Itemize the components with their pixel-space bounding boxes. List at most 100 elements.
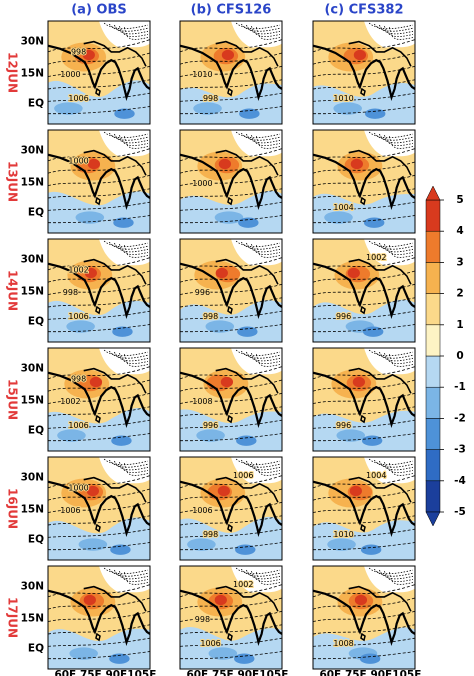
lat-tick-label: 15N xyxy=(21,177,44,189)
negative-anomaly xyxy=(364,217,385,228)
positive-anomaly xyxy=(87,158,101,170)
pressure-contour xyxy=(48,271,150,282)
lon-tick-label: 60E xyxy=(186,669,208,676)
colorbar-tick-label: 0 xyxy=(456,350,463,362)
dotted-contour xyxy=(390,572,413,584)
pressure-contour xyxy=(313,80,415,89)
dotted-contour xyxy=(379,461,413,470)
pressure-contour xyxy=(313,271,415,282)
pressure-contour xyxy=(180,598,282,609)
positive-anomaly xyxy=(220,376,234,388)
negative-anomaly xyxy=(313,410,415,451)
coastline xyxy=(361,307,365,313)
lat-tick-label: EQ xyxy=(28,97,44,109)
negative-anomaly xyxy=(69,647,98,660)
negative-anomaly xyxy=(362,326,384,337)
column-title: (c) CFS382 xyxy=(324,3,403,18)
positive-anomaly xyxy=(349,485,362,497)
negative-anomaly xyxy=(187,538,216,551)
pressure-contour xyxy=(313,324,415,331)
pressure-contour xyxy=(180,162,282,173)
lat-tick-label: 30N xyxy=(21,254,44,266)
lon-tick-label: 90E xyxy=(370,669,392,676)
contour-label: 1006 xyxy=(68,312,88,321)
pressure-contour xyxy=(180,380,282,391)
contour-label: 998 xyxy=(195,615,210,624)
lon-tick-label: 105E xyxy=(392,669,421,676)
pressure-contour xyxy=(313,420,415,428)
negative-anomaly xyxy=(57,429,86,442)
pressure-contour xyxy=(313,529,415,537)
dotted-contour xyxy=(257,463,280,475)
column-title: (a) OBS xyxy=(71,3,127,18)
row-label: 16JUN xyxy=(6,488,20,529)
row-label: 17JUN xyxy=(6,597,20,638)
contour-label: 996 xyxy=(195,288,210,297)
contour-label: 1006 xyxy=(68,94,88,103)
coastline xyxy=(96,307,100,313)
map-field xyxy=(313,348,415,451)
pressure-contour xyxy=(48,476,150,488)
dotted-contour xyxy=(236,459,280,465)
dotted-contour xyxy=(379,352,413,361)
dotted-contour xyxy=(125,27,148,39)
dotted-contour xyxy=(390,463,413,475)
coastline xyxy=(313,46,415,98)
coastline xyxy=(180,591,282,643)
map-panel xyxy=(313,239,415,342)
pressure-contour xyxy=(180,202,282,210)
map-panel xyxy=(48,566,150,669)
contour-label: 996 xyxy=(336,421,351,430)
contour-label: 1010 xyxy=(333,94,353,103)
lat-tick-label: 30N xyxy=(21,145,44,157)
lat-tick-label: 30N xyxy=(21,363,44,375)
negative-anomaly xyxy=(66,320,95,333)
map-field xyxy=(48,457,150,560)
lat-tick-label: 15N xyxy=(21,395,44,407)
dotted-contour xyxy=(257,354,280,366)
row-label: 13JUN xyxy=(6,161,20,202)
map-panel xyxy=(313,130,415,233)
colorbar-segment xyxy=(425,324,441,357)
coastline xyxy=(313,264,415,316)
negative-anomaly xyxy=(360,544,382,555)
panel-frame xyxy=(313,239,415,342)
lat-tick-label: 15N xyxy=(21,286,44,298)
panel-frame xyxy=(313,457,415,560)
dotted-contour xyxy=(374,460,413,467)
coastline xyxy=(228,198,232,204)
negative-anomaly xyxy=(238,217,259,228)
pressure-contour xyxy=(180,149,282,161)
positive-anomaly xyxy=(215,267,228,279)
pressure-contour xyxy=(180,367,282,379)
pressure-contour xyxy=(48,433,150,440)
colorbar-segment xyxy=(425,355,441,388)
map-field xyxy=(180,21,282,124)
positive-anomaly xyxy=(82,49,95,61)
lon-tick-label: 90E xyxy=(237,669,259,676)
pressure-contour xyxy=(180,542,282,549)
colorbar-tick-label: -4 xyxy=(454,475,466,487)
topography xyxy=(349,151,411,176)
pressure-contour xyxy=(180,258,282,270)
panel-frame xyxy=(313,130,415,233)
dotted-contour xyxy=(246,570,280,579)
map-panel xyxy=(180,130,282,233)
dotted-contour xyxy=(114,461,148,470)
colorbar-tick-label: -2 xyxy=(454,412,466,424)
dotted-contour xyxy=(104,459,148,465)
pressure-contour xyxy=(313,407,415,416)
contour-label: 1010 xyxy=(192,70,212,79)
topography xyxy=(216,42,278,67)
colorbar-tick-label: -3 xyxy=(454,444,466,456)
pressure-contour xyxy=(48,542,150,549)
dotted-contour xyxy=(246,243,280,252)
contour-label: 1006 xyxy=(192,506,212,515)
pressure-contour xyxy=(48,380,150,391)
panel-frame xyxy=(180,457,282,560)
coastline xyxy=(48,373,150,425)
dotted-contour xyxy=(374,569,413,576)
panel-frame xyxy=(180,566,282,669)
positive-anomaly xyxy=(83,594,96,606)
dotted-contour xyxy=(109,460,148,467)
